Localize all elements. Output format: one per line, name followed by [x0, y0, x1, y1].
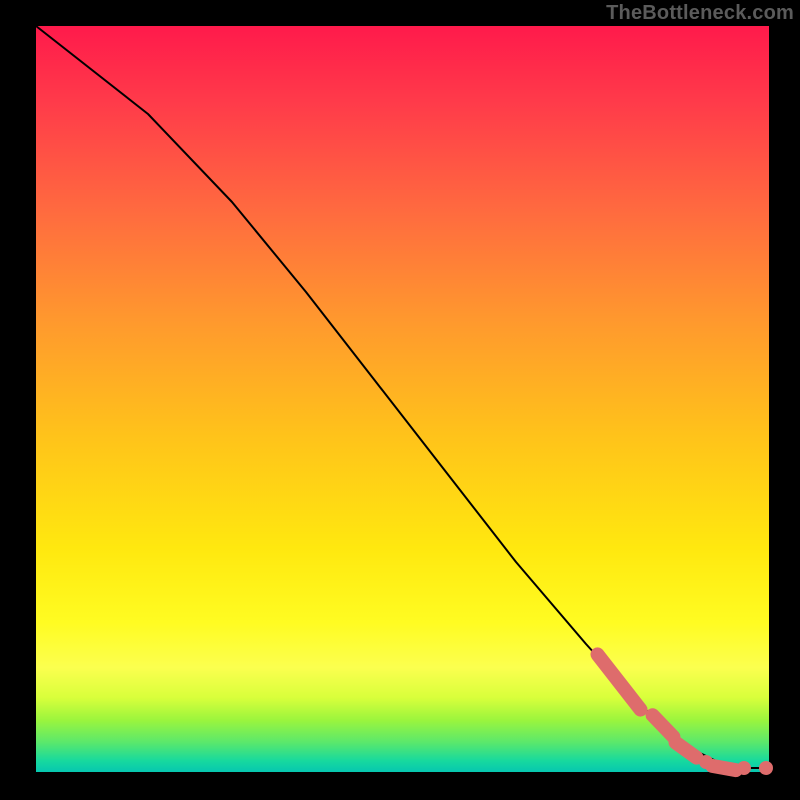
bottleneck-curve — [36, 26, 769, 768]
chart-frame: TheBottleneck.com — [0, 0, 800, 800]
marker-pill — [653, 715, 674, 737]
marker-dot — [737, 761, 751, 775]
watermark-text: TheBottleneck.com — [606, 2, 794, 25]
marker-pill — [676, 742, 697, 757]
marker-pill — [598, 654, 641, 709]
marker-pill — [712, 766, 736, 770]
chart-overlay — [0, 0, 800, 800]
marker-dot — [759, 761, 773, 775]
